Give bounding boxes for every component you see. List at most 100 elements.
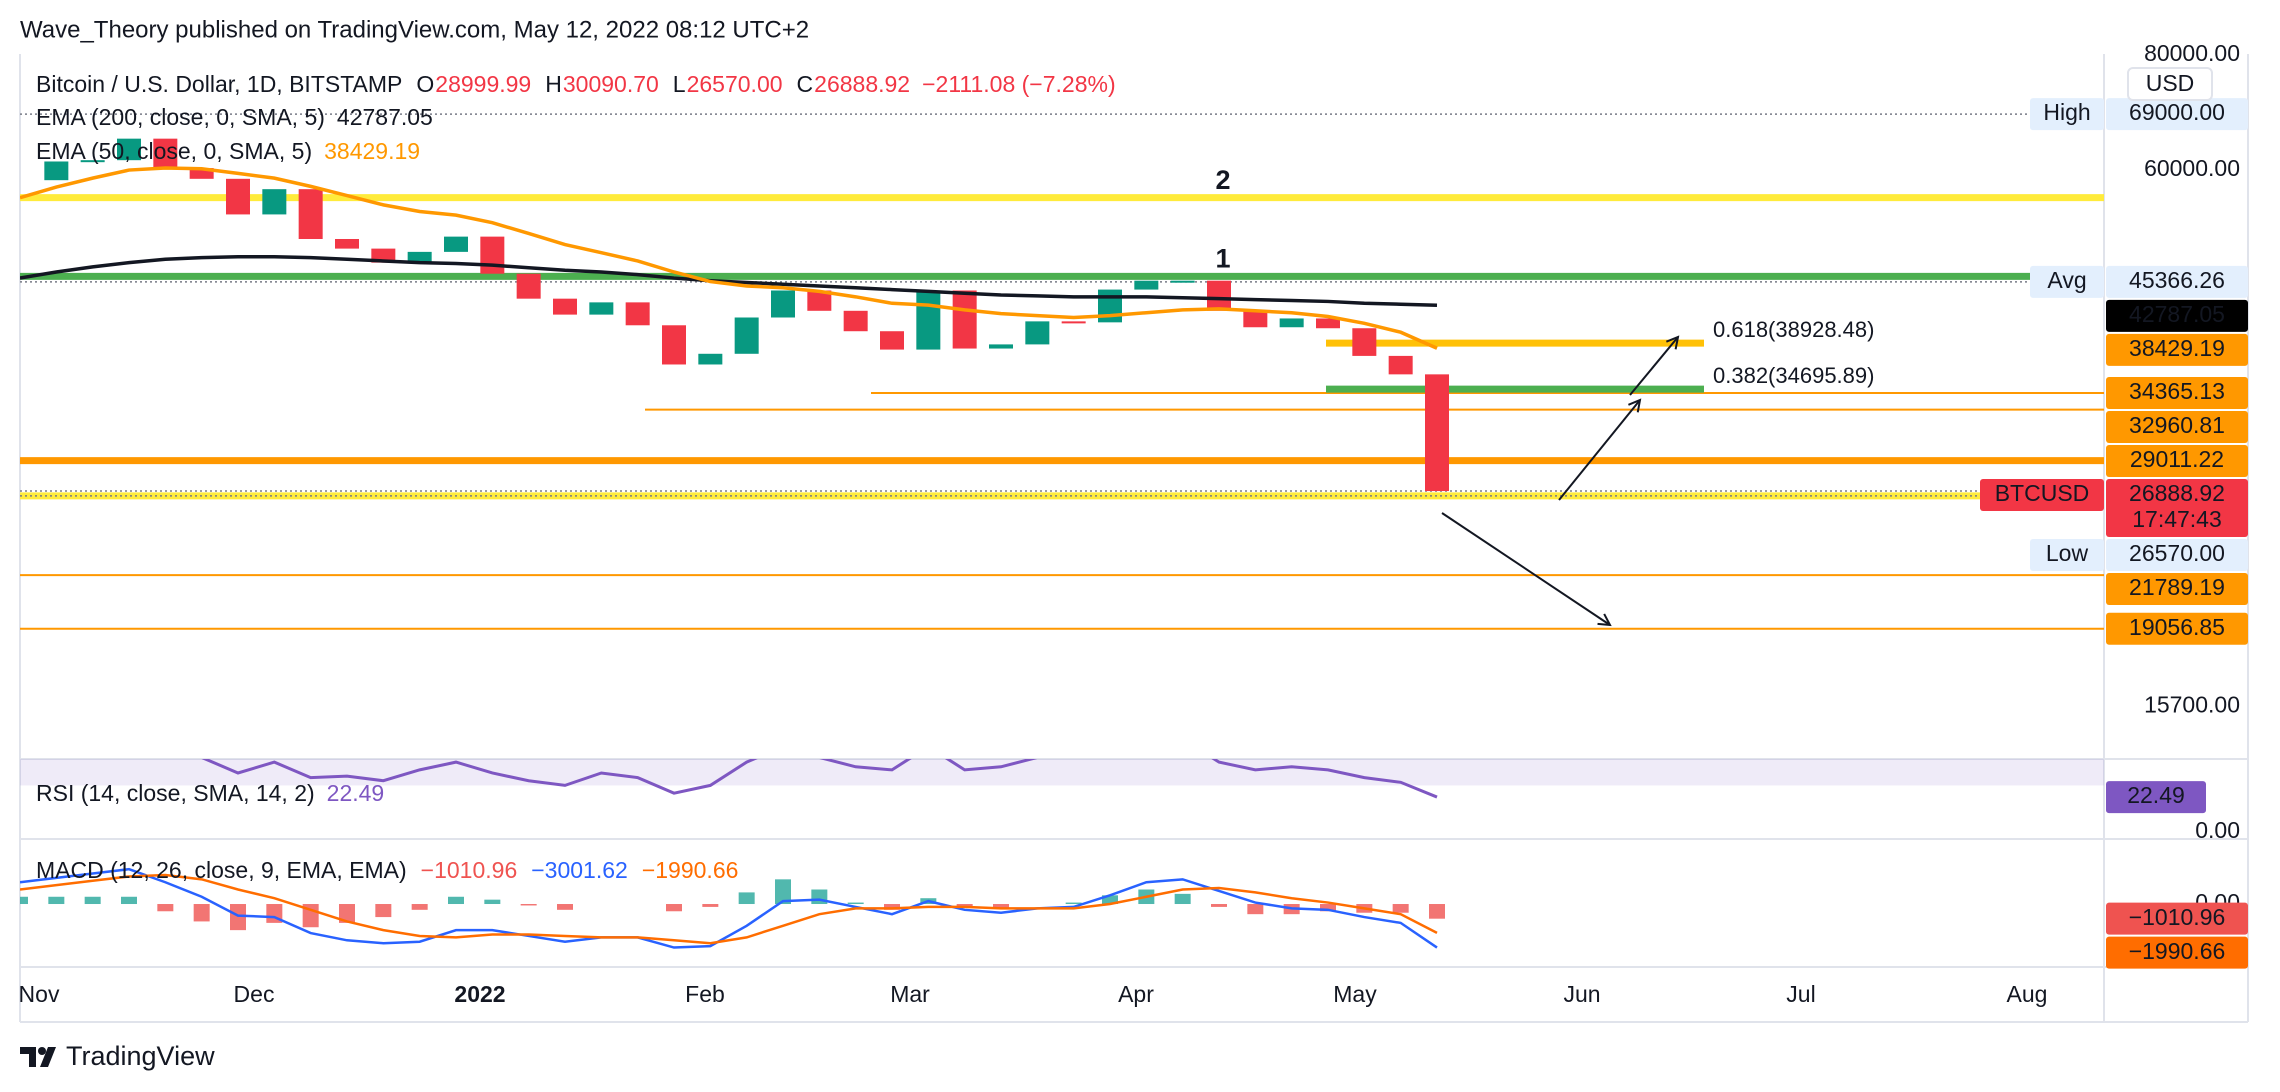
candle [916,290,941,350]
price-label-box [2106,376,2248,409]
price-label: 19056.85 [2129,614,2225,640]
candle [262,189,287,215]
candle [1352,328,1377,356]
rsi-value-label: 22.49 [2127,782,2185,808]
candle [516,273,541,299]
candle [1425,374,1449,492]
candle [226,178,250,215]
x-tick-label: May [1333,981,1377,1007]
ema-legend: EMA (50, close, 0, SMA, 5) 38429.19 [36,138,420,164]
y-tick-label: 80000.00 [2144,40,2240,66]
rsi-band [20,759,2104,786]
frame [19,54,2249,1023]
candle [1388,355,1413,375]
price-label: 69000.00 [2129,99,2225,125]
macd-histogram-bar [1320,904,1336,912]
macd-histogram-bar [230,904,246,931]
y-tick-label: 60000.00 [2144,155,2240,181]
price-label-box [2106,538,2248,571]
candle [843,310,868,332]
price-label: 42787.05 [2129,301,2225,327]
rsi-value-box [2106,781,2206,814]
legend-item: O [416,71,434,97]
price-label-box [2106,444,2248,477]
price-label: 34365.13 [2129,378,2225,404]
macd-histogram-bar [375,904,392,918]
price-label: 26570.00 [2129,540,2225,566]
macd-histogram-bar [702,904,719,907]
candle [1243,310,1268,328]
candle [952,290,977,349]
candle [1134,280,1159,290]
x-tick-label: Dec [234,981,275,1007]
candle [880,331,904,350]
price-label: 21789.19 [2129,574,2225,600]
macd-histogram-bar [84,896,101,905]
macd-histogram-bar [48,896,65,905]
tradingview-logo: TradingView [20,1041,215,1071]
candle [80,160,105,163]
macd-value-box [2106,902,2248,935]
x-tick-label: Jun [1563,981,1600,1007]
macd-pane [20,867,1445,949]
candle [117,138,141,161]
x-tick-label: 2022 [454,981,505,1007]
candle [1170,280,1195,283]
candle [189,168,214,179]
price-tag-box [2030,538,2104,571]
macd-histogram-bar [121,896,137,905]
legend-item: 26570.00 [687,71,783,97]
price-tag-box [2030,98,2104,131]
price-tag-box [2030,265,2104,298]
price-tag: High [2043,99,2090,125]
candle [335,238,359,249]
macd-histogram-bar [775,879,791,905]
price-axis: 80000.00 60000.00 15700.00 69000.00 High 4536… [19,40,2248,1007]
rsi-legend: RSI (14, close, SMA, 14, 2) 22.49 [36,780,384,806]
legend-item: EMA (50, close, 0, SMA, 5) [36,138,312,164]
candle [1025,321,1050,345]
macd-histogram-bar [738,892,755,905]
price-label-box [2106,333,2248,366]
x-tick-label: Apr [1118,981,1154,1007]
legend-item: 38429.19 [324,138,420,164]
candle [44,161,69,181]
published-header: Wave_Theory published on TradingView.com… [20,16,809,43]
price-label-box [2106,265,2248,298]
x-tick-label: Aug [2007,981,2048,1007]
candle [625,302,650,326]
macd-histogram-bar [847,902,864,905]
rsi-pane [20,759,2104,799]
macd-histogram-bar [1065,902,1082,905]
macd-histogram-bar [411,904,428,910]
arrow [1558,400,1640,501]
macd-value-label: −1010.96 [2129,904,2226,930]
macd-histogram-bar [884,904,900,910]
candle [734,317,759,354]
candle [698,353,723,365]
x-tick-label: Nov [19,981,60,1007]
x-tick-label: Feb [685,981,725,1007]
projection-arrows [1441,337,1678,625]
candle [553,298,577,315]
candle [1061,321,1086,324]
price-label: 26888.92 [2129,480,2225,506]
candle [989,344,1013,349]
macd-histogram-bar [1392,904,1409,913]
macd-histogram-bar [20,896,28,905]
price-label-box [2106,478,2248,537]
level-label: 1 [1215,243,1230,273]
candle [662,325,686,365]
candle [589,302,614,315]
price-tag-box [1980,478,2104,511]
candle [153,138,178,169]
legend-item: −1990.66 [642,857,739,883]
legend-item: −3001.62 [531,857,628,883]
macd-histogram-bar [484,899,501,905]
candle [1316,318,1340,329]
legend-item: 30090.70 [563,71,659,97]
legend-item: 28999.99 [435,71,531,97]
macd-histogram-bar [448,896,464,905]
ema-legend: EMA (200, close, 0, SMA, 5) 42787.05 [36,104,433,130]
candle [771,290,795,318]
